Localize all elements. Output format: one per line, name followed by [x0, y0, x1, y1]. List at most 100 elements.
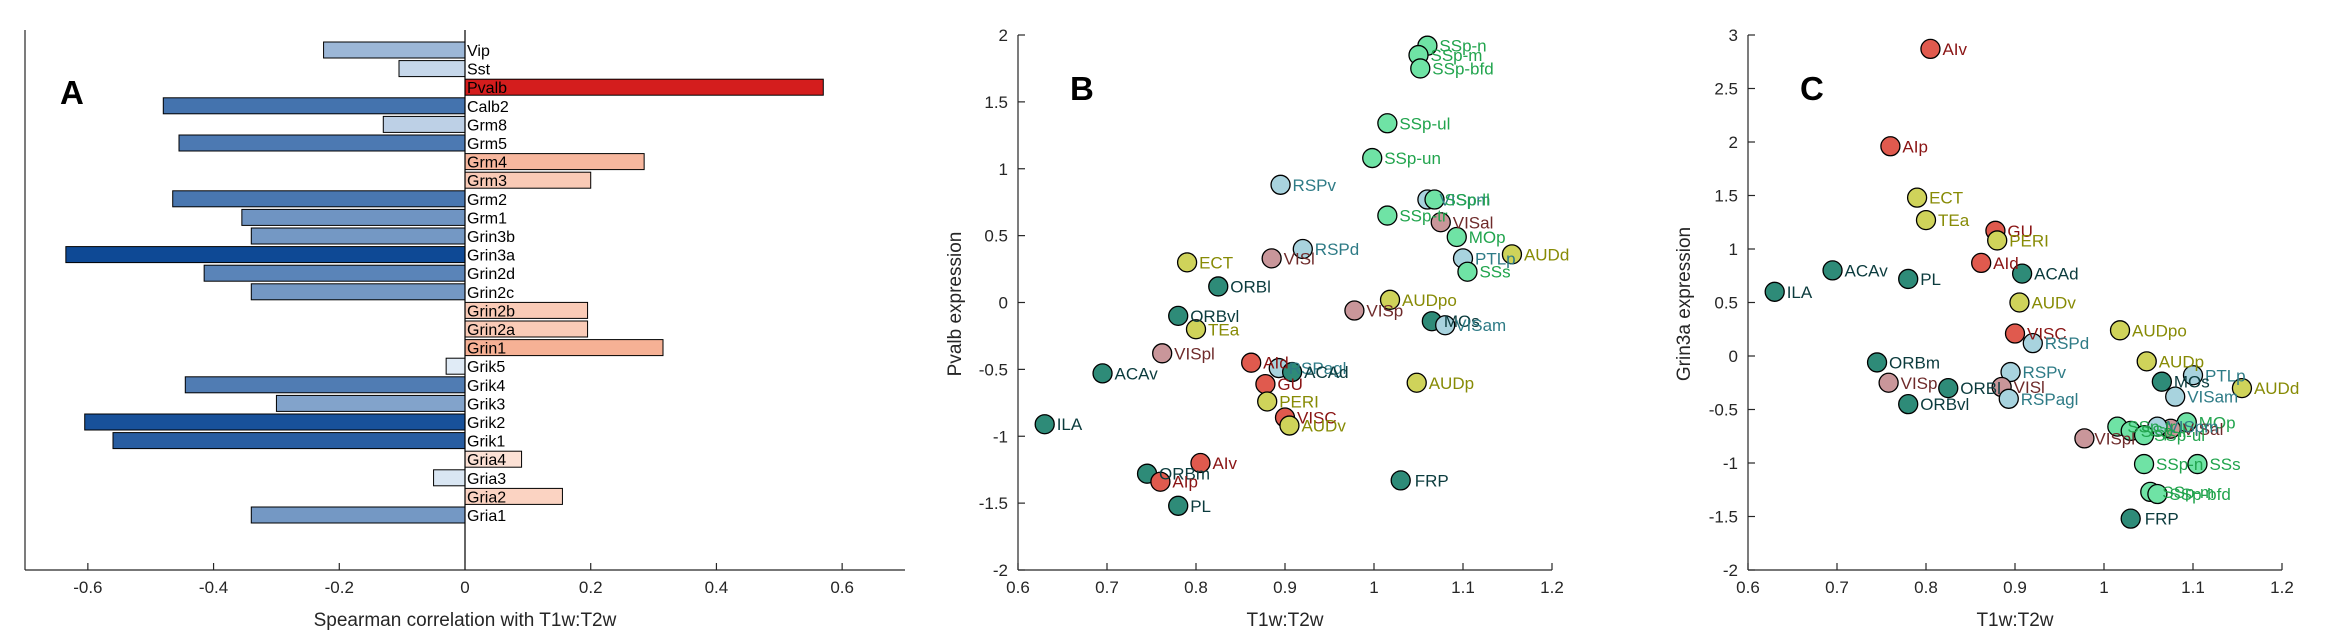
panel-c-point-label-ect: ECT [1929, 189, 1963, 208]
panel-c-point-label-ptlp: PTLp [2205, 366, 2246, 385]
panel-b-xtick-label: 1.1 [1451, 578, 1475, 597]
bar-calb2 [162, 97, 466, 115]
panel-c-point-label-gu: GU [2007, 222, 2033, 241]
panel-a-xtick-label: -0.2 [325, 578, 354, 597]
panel-b-point-ssp-ll [1424, 189, 1445, 210]
panel-b-point-vispl [1152, 343, 1173, 364]
panel-b-point-mop [1446, 226, 1467, 248]
panel-c-point-label-acav: ACAv [1845, 261, 1889, 280]
panel-c-point-label-rspagl: RSPagl [2021, 390, 2079, 409]
panel-c-point-label-ssp-m: SSp-m [2162, 483, 2214, 502]
panel-c-point-audd [2231, 377, 2253, 399]
panel-c-ytick-label: 2 [1729, 133, 1738, 152]
panel-c-point-visp [1878, 372, 1899, 393]
panel-c-point-orbm [1866, 352, 1888, 373]
panel-b-point-aiv [1190, 452, 1211, 474]
panel-b-xtick-label: 0.9 [1273, 578, 1297, 597]
gene-label-grin2d: Grin2d [467, 266, 515, 283]
panel-c-point-ect [1906, 187, 1928, 208]
panel-c-ytick-label: -2 [1723, 561, 1738, 580]
panel-b-point-label-visal: VISal [1453, 213, 1494, 232]
panel-b-point-label-acav: ACAv [1115, 364, 1159, 383]
panel-b-point-label-pl: PL [1190, 497, 1211, 516]
panel-c-point-ssp-ul [2133, 425, 2155, 446]
bar-grik2 [84, 413, 466, 431]
panel-c-ytick-label: -1.5 [1709, 508, 1738, 527]
panel-c-point-visc [2004, 323, 2026, 344]
panel-b-point-label-ssp-tr: SSp-tr [1399, 207, 1448, 226]
panel-b-point-orbvl [1168, 305, 1189, 327]
bar-grin3b [250, 227, 466, 245]
panel-b-point-label-acad: ACAd [1304, 363, 1348, 382]
panel-c-point-label-acad: ACAd [2034, 265, 2078, 284]
panel-c-ytick-label: 0.5 [1714, 294, 1738, 313]
bar-grik3 [275, 394, 466, 412]
panel-b-point-label-orbvl: ORBvl [1190, 307, 1239, 326]
panel-b-point-label-rspv: RSPv [1293, 176, 1337, 195]
panel-c-point-label-pl: PL [1920, 270, 1941, 289]
panel-c-point-frp [2120, 508, 2141, 529]
panel-c-axes: 0.6 0.7 0.8 0.9 1 1.1 1.2 -2 -1.5 -1 -0.5 0 0.5 1 1.5 2… [1709, 26, 2294, 597]
panel-c-point-label-audp: AUDp [2159, 352, 2204, 371]
panel-c-point-audpo [2109, 320, 2131, 341]
gene-label-grm4: Grm4 [467, 155, 507, 172]
gene-label-grm5: Grm5 [467, 136, 507, 153]
panel-c-point-ptlp [2182, 365, 2204, 386]
panel-c-xtick-label: 0.7 [1825, 578, 1849, 597]
panel-c-point-vispl [2074, 428, 2095, 449]
panel-b-point-label-ptlp: PTLp [1475, 249, 1516, 268]
panel-b-point-peri [1257, 391, 1278, 412]
bar-vip [323, 41, 466, 59]
panel-c-point-label-ssp-n: SSp-n [2156, 455, 2203, 474]
panel-c-point-label-tea: TEa [1938, 211, 1970, 230]
panel-a: A VipSstPvalbCalb2Grm8Grm5Grm4Grm3Grm2Gr… [24, 30, 905, 631]
panel-c-xtick-label: 0.6 [1736, 578, 1760, 597]
panel-b-point-label-rspd: RSPd [1315, 240, 1359, 259]
panel-c-point-label-audv: AUDv [2031, 294, 2076, 313]
panel-c-point-label-mop: MOp [2199, 413, 2236, 432]
gene-label-grik5: Grik5 [467, 359, 505, 376]
panel-b-point-label-audpo: AUDpo [1402, 291, 1457, 310]
panel-b-point-label-audv: AUDv [1301, 417, 1346, 436]
gene-label-gria2: Gria2 [467, 489, 506, 506]
panel-c-point-acad [2011, 263, 2033, 284]
panel-c-point-visam [2165, 386, 2186, 407]
gene-label-grm2: Grm2 [467, 192, 507, 209]
panel-b-point-label-tea: TEa [1208, 320, 1240, 339]
panel-b-xtick-label: 0.8 [1184, 578, 1208, 597]
panel-c-point-label-ssp-ul: SSp-ul [2154, 426, 2205, 445]
panel-a-xlabel: Spearman correlation with T1w:T2w [314, 610, 617, 631]
panel-c-point-label-ssp-bfd: SSp-bfd [2169, 485, 2230, 504]
panel-c-point-label-vispl: VISpl [2094, 429, 2135, 448]
panel-c-point-label-mos: MOs [2174, 373, 2210, 392]
panel-c-ylabel: Grin3a expression [1674, 227, 1695, 381]
panel-b-ytick-label: 1 [999, 160, 1008, 179]
panel-c-xtick-label: 1.1 [2181, 578, 2205, 597]
panel-b-point-aip [1150, 471, 1171, 492]
panel-c-point-label-audpo: AUDpo [2132, 321, 2187, 340]
panel-b-point-audpo [1379, 289, 1401, 310]
bar-grik5 [445, 357, 466, 375]
panel-c: C 0.6 0.7 0.8 0.9 1 1.1 1.2 -2 -1.5 -1 -0.5 0 0.5 1 1.… [1674, 26, 2299, 631]
panel-c-point-rspagl [1998, 388, 2019, 409]
panel-c-ytick-label: -1 [1723, 454, 1738, 473]
panel-b: B 0.6 0.7 0.8 0.9 1 1.1 1.2 -2 -1.5 -1 -0.5 0 0.5 1 1.… [945, 26, 1569, 631]
panel-b-point-label-ssp-bfd: SSp-bfd [1432, 59, 1493, 78]
panel-c-point-aip [1880, 136, 1901, 157]
panel-b-point-label-peri: PERI [1279, 392, 1319, 411]
panel-b-ytick-label: 0 [999, 294, 1008, 313]
panel-c-xtick-label: 0.8 [1914, 578, 1938, 597]
panel-b-point-audv [1279, 415, 1300, 436]
panel-c-point-peri [1987, 230, 2008, 251]
gene-label-gria4: Gria4 [467, 452, 506, 469]
panel-c-point-label-visl: VISl [2014, 378, 2045, 397]
panel-c-point-label-frp: FRP [2145, 510, 2179, 529]
panel-b-point-label-orbm: ORBm [1159, 465, 1210, 484]
panel-b-ylabel: Pvalb expression [945, 232, 966, 377]
panel-c-point-ssp-n [2133, 453, 2155, 475]
panel-c-point-label-visp: VISp [1901, 374, 1938, 393]
panel-b-point-sss [1457, 261, 1478, 282]
panel-c-point-label-peri: PERI [2009, 231, 2049, 250]
